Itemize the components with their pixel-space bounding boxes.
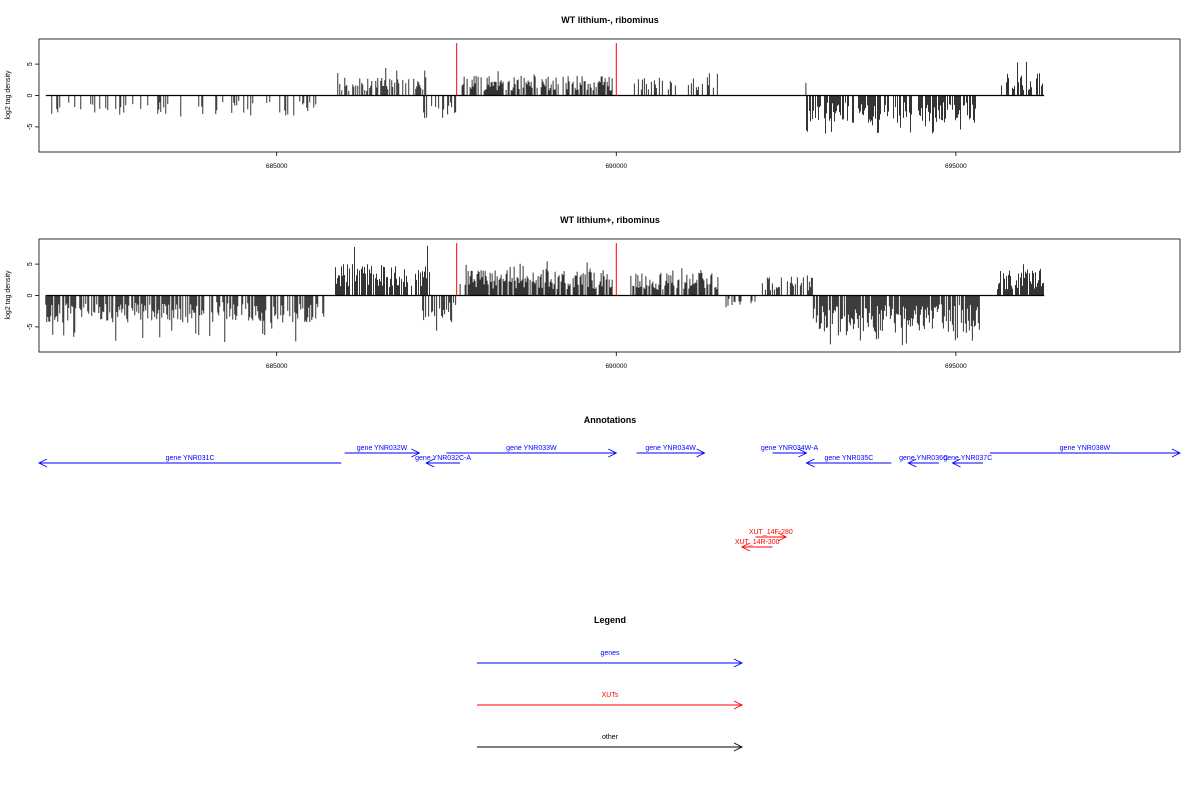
legend-title: Legend (594, 615, 626, 625)
y-tick-label: 5 (27, 62, 34, 66)
annotation-label: gene YNR031C (166, 455, 215, 462)
x-tick-label: 690000 (605, 163, 627, 170)
y-tick-label: -5 (27, 124, 34, 130)
annotation-label: gene YNR034W (645, 445, 696, 452)
density-bars (45, 43, 1045, 134)
annotation-arrow-head (411, 448, 421, 458)
panel-title: WT lithium+, ribominus (560, 215, 660, 225)
x-tick-label: 685000 (266, 163, 288, 170)
annotation-arrow-head (740, 542, 751, 552)
axes: -5 0 5 685000 690000 695000 (27, 262, 967, 370)
y-tick-label: 5 (27, 262, 34, 266)
annotation-arrow-head (951, 458, 961, 468)
annotation-label: XUT_14F-280 (749, 529, 793, 536)
legend-arrow-head (733, 742, 744, 752)
track-panel-lithium-plus: WT lithium+, ribominus log2 tag density … (5, 215, 1181, 370)
y-tick-label: 0 (27, 293, 34, 297)
y-axis-label: log2 tag density (5, 270, 12, 320)
annotation-arrow-head (1171, 448, 1182, 458)
legend-arrow-head (733, 700, 744, 710)
annotation-label: gene YNR032W (357, 445, 408, 452)
track-panel-lithium-minus: WT lithium-, ribominus log2 tag density … (5, 15, 1181, 170)
x-tick-label: 685000 (266, 363, 288, 370)
axes: -5 0 5 685000 690000 695000 (27, 62, 967, 170)
x-tick-label: 695000 (945, 163, 967, 170)
annotation-arrow-head (798, 448, 808, 458)
legend-label: genes (600, 650, 620, 657)
annotation-label: gene YNR038W (1060, 445, 1111, 452)
annotation-arrow-head (608, 448, 618, 458)
annotation-label: gene YNR037C (943, 455, 992, 462)
annotation-arrow-head (907, 458, 917, 468)
density-bars (45, 243, 1045, 345)
y-tick-label: -5 (27, 324, 34, 330)
legend-label: XUTs (602, 692, 619, 699)
annotation-label: gene YNR032C-A (415, 455, 471, 462)
annotations-title: Annotations (584, 415, 637, 425)
legend-arrow-head (733, 658, 744, 668)
legend-label: other (602, 734, 619, 741)
annotations-panel: Annotations gene YNR031C gene YNR032W gene… (37, 415, 1182, 552)
panel-title: WT lithium-, ribominus (561, 15, 659, 25)
annotation-arrow-head (696, 448, 706, 458)
annotation-arrow-head (425, 458, 435, 468)
x-tick-label: 695000 (945, 363, 967, 370)
x-tick-label: 690000 (605, 363, 627, 370)
annotation-label: gene YNR035C (824, 455, 873, 462)
annotation-label: gene YNR034W-A (761, 445, 819, 452)
annotation-arrow-head (37, 458, 48, 468)
legend: Legend genes XUTs other (477, 615, 744, 752)
annotation-label: gene YNR033W (506, 445, 557, 452)
annotation-arrow-head (805, 458, 815, 468)
annotation-label: XUT_14R-300 (735, 539, 780, 546)
y-tick-label: 0 (27, 93, 34, 97)
annotation-arrow-head (777, 532, 788, 542)
y-axis-label: log2 tag density (5, 70, 12, 120)
annotation-label: gene YNR036C (899, 455, 948, 462)
